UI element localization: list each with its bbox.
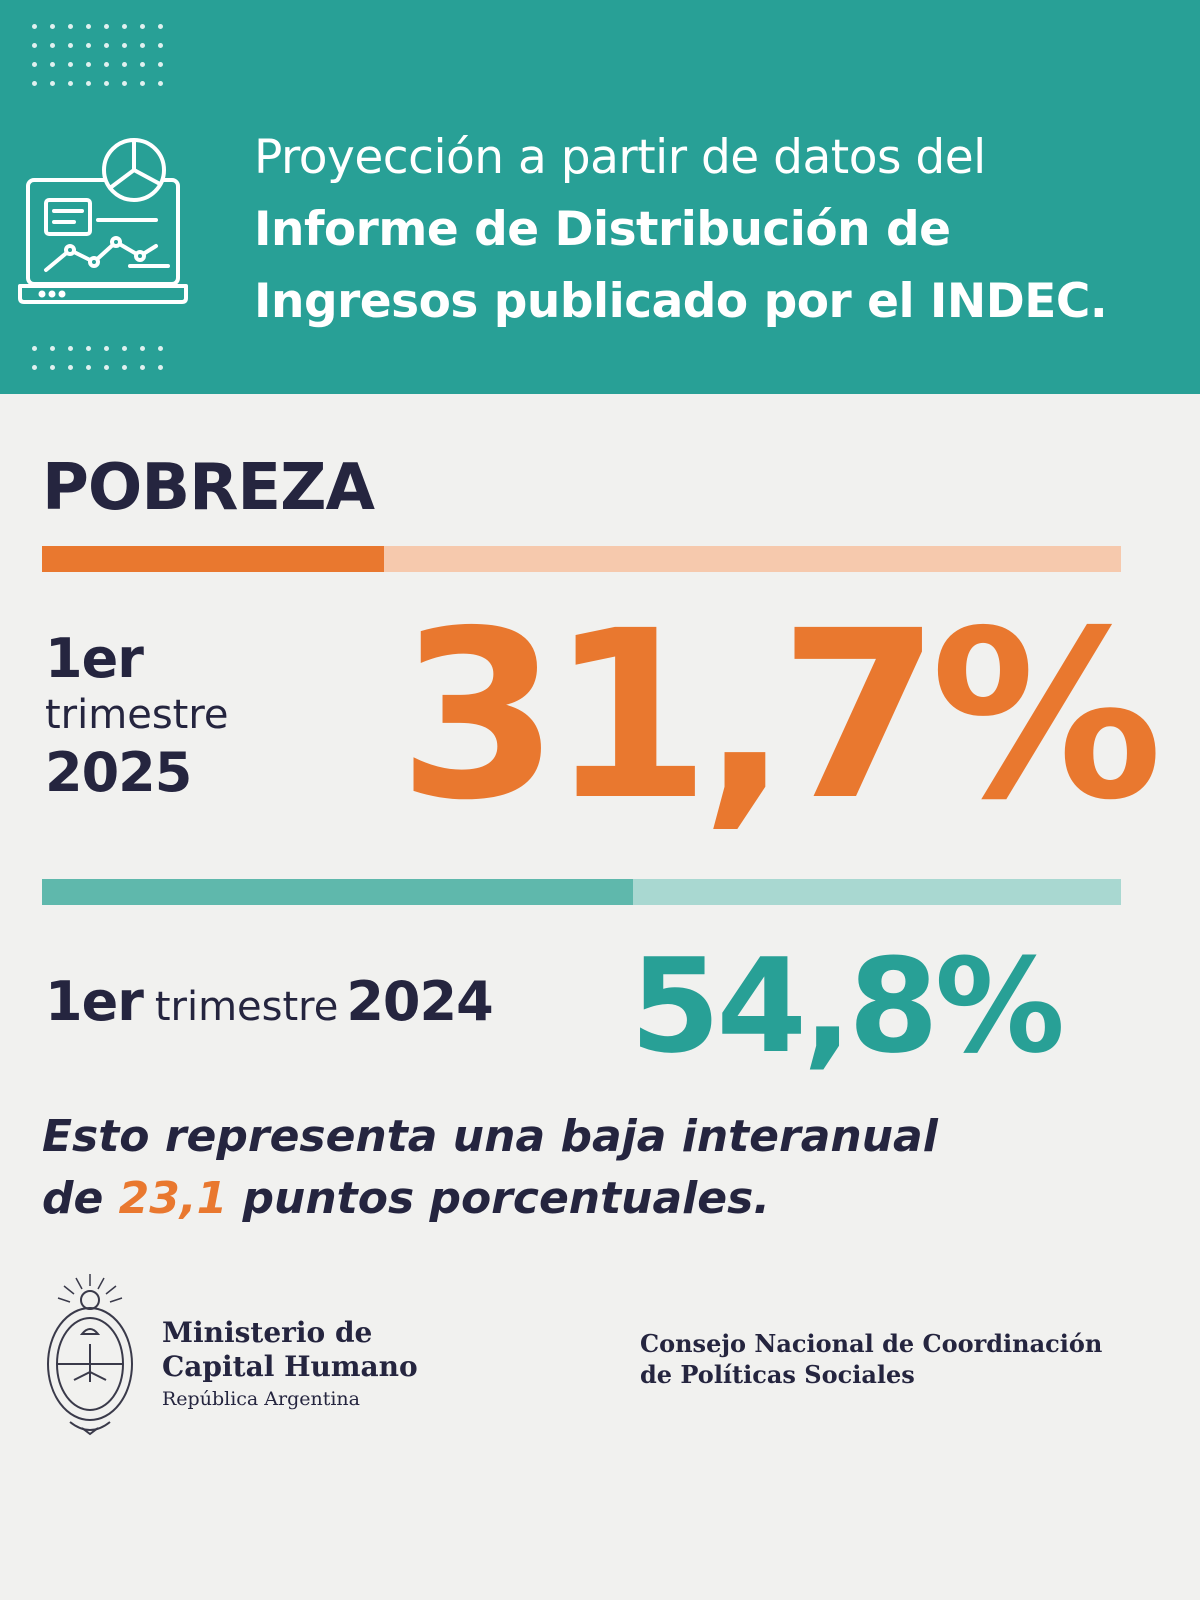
header-title-line2: Informe de Distribución de [254,202,951,257]
period-2024-word: trimestre [154,984,339,1030]
change-statement: Esto representa una baja interanual de 2… [42,1106,1142,1230]
header-title: Proyección a partir de datos del Informe… [254,122,1189,338]
bar-2024 [42,879,634,905]
statement-suffix: puntos porcentuales. [227,1173,770,1224]
argentina-coat-of-arms-icon [47,1274,133,1436]
statement-highlight: 23,1 [118,1173,228,1224]
header-banner: Proyección a partir de datos del Informe… [0,0,1200,394]
value-label-2024: 54,8% [630,930,1065,1082]
bar-track-2025 [42,546,1121,572]
bar-2025 [42,546,385,572]
value-label-2025: 31,7% [398,581,1163,851]
ministry-line1: Ministerio de [162,1316,373,1349]
period-2024-year: 2024 [346,970,493,1033]
section-title: POBREZA [42,451,375,525]
period-2025-ordinal: 1er [45,627,144,690]
council-line2: de Políticas Sociales [640,1360,915,1389]
decorative-dots-bottom [32,346,163,370]
ministry-logo-text: Ministerio de Capital Humano República A… [162,1316,418,1414]
decorative-dots-top [32,24,163,86]
bar-track-2024 [42,879,1121,905]
ministry-line2: Capital Humano [162,1350,418,1383]
period-label-2024: 1er trimestre 2024 [45,962,494,1055]
statement-prefix: de [42,1173,119,1224]
council-line1: Consejo Nacional de Coordinación [640,1329,1103,1358]
council-logo-text: Consejo Nacional de Coordinación de Polí… [640,1328,1102,1390]
period-2024-ordinal: 1er [45,970,144,1033]
period-2025-word: trimestre [45,692,229,738]
ministry-line3: República Argentina [162,1388,360,1410]
header-title-line3: Ingresos publicado por el INDEC. [254,274,1108,329]
laptop-report-icon [18,138,188,304]
period-label-2025: 1er trimestre 2025 [45,628,229,806]
period-2025-year: 2025 [45,741,192,804]
statement-line1: Esto representa una baja interanual [42,1111,938,1162]
header-title-line1: Proyección a partir de datos del [254,130,986,185]
